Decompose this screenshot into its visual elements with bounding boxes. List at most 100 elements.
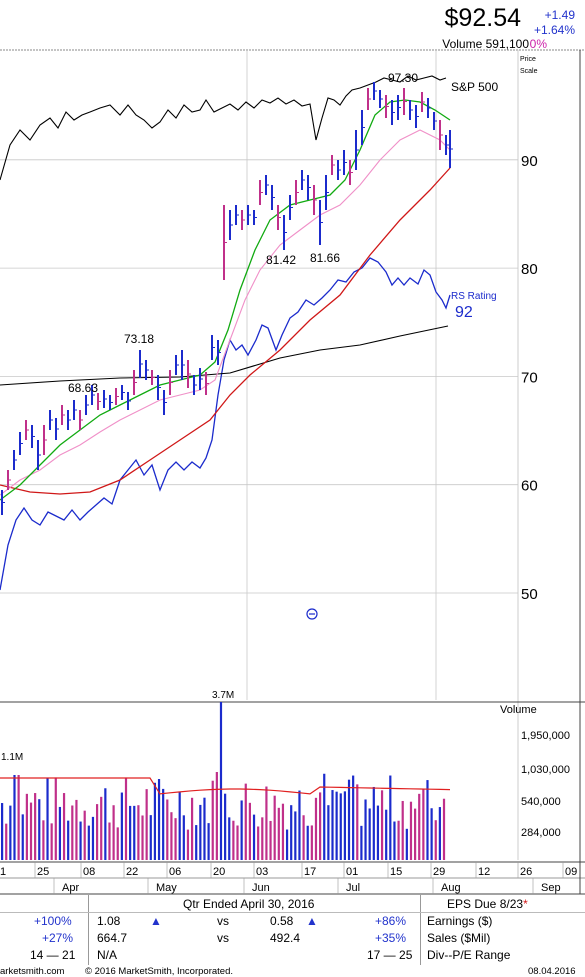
volume-bar <box>335 791 338 860</box>
volume-bar <box>137 805 140 860</box>
volume-bar <box>62 793 66 860</box>
volume-bar <box>314 797 318 860</box>
volume-bar <box>310 825 313 860</box>
volume-bar <box>13 775 16 860</box>
volume-bar <box>285 829 289 860</box>
volume-bar <box>104 788 107 860</box>
volume-bar <box>401 800 404 860</box>
volume-bar <box>356 784 359 860</box>
volume-bar <box>50 823 53 860</box>
x-tick-0: 1 <box>0 866 6 878</box>
eps-prior: 0.58 <box>270 914 294 928</box>
volume-bar <box>393 821 396 860</box>
month-May: May <box>156 882 177 894</box>
footer-site: arketsmith.com <box>0 966 65 977</box>
volume-bar <box>83 810 86 860</box>
volume-bar <box>240 800 243 860</box>
sp500-label: S&P 500 <box>451 80 498 94</box>
rs-rating-value: 92 <box>455 304 473 321</box>
footer-date: 08.04.2016 <box>528 966 576 977</box>
price-annotation-0: 68.63 <box>68 381 98 395</box>
volume-bar <box>302 815 305 860</box>
volume-bar <box>58 806 62 860</box>
x-tick-8: 01 <box>346 866 358 878</box>
price-scale-label-2: Scale <box>520 68 538 75</box>
rs-line <box>0 257 451 591</box>
volume-bar <box>438 807 441 860</box>
volume-bar <box>343 791 346 860</box>
vs-label: vs <box>217 931 229 945</box>
volume-bar <box>100 796 103 860</box>
volume-bar <box>265 786 268 860</box>
volume-bar <box>281 803 285 860</box>
sales-label: Sales ($Mil) <box>427 931 491 945</box>
volume-annotation-0: 1.1M <box>1 752 23 763</box>
volume-bar <box>327 805 330 860</box>
volume-bar <box>273 795 276 860</box>
volume-bar <box>331 790 334 860</box>
volume-axis-label: Volume <box>500 704 537 716</box>
volume-bar <box>306 825 309 860</box>
price-scale-label: Price <box>520 56 536 63</box>
volume-bar <box>153 782 157 860</box>
volume-bar <box>124 777 128 860</box>
volume-bar <box>442 798 446 860</box>
volume-bar <box>21 814 24 860</box>
div-pe-label: Div--P/E Range <box>427 948 511 962</box>
volume-tick-3: 284,000 <box>521 827 561 839</box>
volume-bar <box>108 822 111 860</box>
volume-bar <box>372 786 375 860</box>
volume-bar <box>434 820 437 860</box>
current-price: $92.54 <box>444 4 521 32</box>
volume-bar <box>178 792 181 860</box>
volume-bar <box>5 823 8 860</box>
x-tick-2: 08 <box>83 866 95 878</box>
price-tick-3: 60 <box>521 478 538 495</box>
ma200-line <box>0 325 449 386</box>
volume-bar <box>141 815 144 860</box>
volume-tick-2: 540,000 <box>521 796 561 808</box>
volume-bar <box>298 790 301 860</box>
volume-tick-1: 1,030,000 <box>521 764 570 776</box>
volume-bar <box>133 805 136 860</box>
volume-bar <box>319 792 322 860</box>
volume-bar <box>219 702 223 860</box>
price-annotation-2: 81.42 <box>266 253 296 267</box>
volume-bar <box>257 826 260 860</box>
volume-bar <box>29 802 33 860</box>
volume-bar <box>157 779 161 860</box>
x-tick-1: 25 <box>37 866 49 878</box>
x-tick-6: 03 <box>256 866 268 878</box>
volume-bar <box>368 808 371 860</box>
volume-bar <box>261 817 264 860</box>
x-tick-10: 29 <box>433 866 445 878</box>
volume-bar <box>228 817 231 860</box>
volume-bar <box>17 775 20 860</box>
volume-bar <box>418 793 421 860</box>
ma21-line <box>0 129 451 496</box>
volume-tick-0: 1,950,000 <box>521 730 570 742</box>
volume-bar <box>244 783 247 860</box>
volume-bar <box>162 788 165 860</box>
price-change: +1.49 <box>544 8 575 22</box>
volume-bar <box>405 828 408 860</box>
x-tick-4: 06 <box>169 866 181 878</box>
month-Aug: Aug <box>441 882 461 894</box>
sales-growth: +27% <box>42 931 74 945</box>
volume-bar <box>360 825 363 860</box>
price-annotation-4: 97.30 <box>388 71 418 85</box>
volume-bar <box>195 825 198 860</box>
volume-bar <box>145 789 148 860</box>
volume-bar <box>236 825 239 860</box>
volume-bar <box>129 805 132 860</box>
volume-bar <box>347 779 351 860</box>
pe-range-right: 17 — 25 <box>367 948 413 962</box>
volume-bar <box>385 809 388 860</box>
volume-readout: Volume 591,100 <box>442 37 529 51</box>
x-tick-11: 12 <box>478 866 490 878</box>
volume-bar <box>397 820 400 860</box>
volume-bar <box>203 797 206 860</box>
x-tick-13: 09 <box>565 866 577 878</box>
x-tick-5: 20 <box>213 866 225 878</box>
sales-prior: 492.4 <box>270 931 301 945</box>
